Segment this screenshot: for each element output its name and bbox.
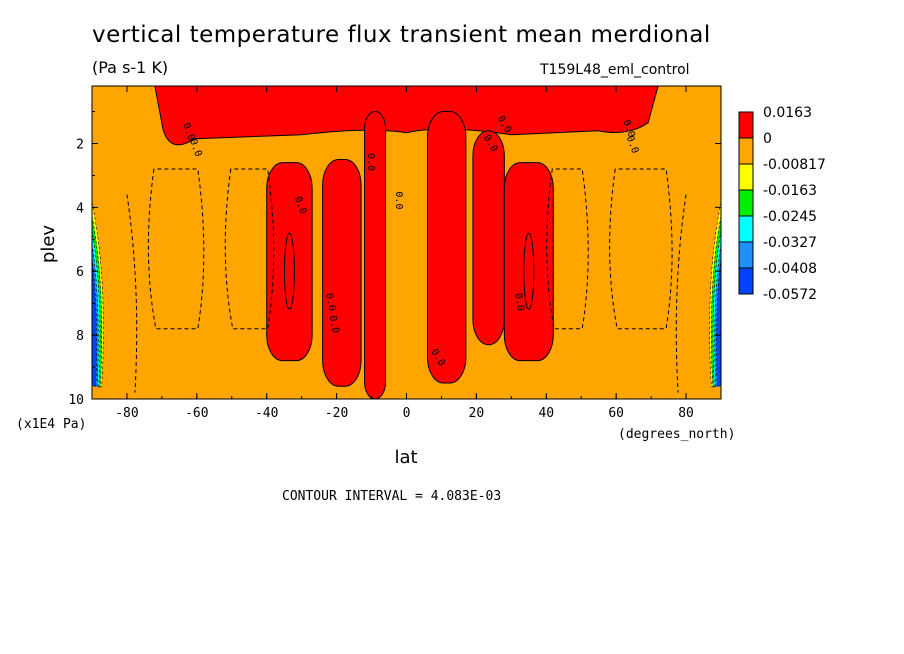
red-region-upper-band bbox=[154, 86, 659, 146]
legend-swatch bbox=[738, 267, 754, 295]
legend-label: -0.0327 bbox=[763, 235, 817, 251]
chart-title: vertical temperature flux transient mean… bbox=[92, 22, 711, 48]
legend-swatch bbox=[738, 137, 754, 165]
red-region-sh-subtropic-1 bbox=[322, 158, 362, 387]
legend-label: -0.0163 bbox=[763, 183, 817, 199]
polar-dashed-contour-1 bbox=[675, 194, 687, 393]
negative-contours-group bbox=[126, 168, 687, 393]
x-tick-label: -80 bbox=[115, 406, 138, 421]
contour-interval-note: CONTOUR INTERVAL = 4.083E-03 bbox=[282, 489, 502, 504]
x-tick-label: 60 bbox=[608, 406, 624, 421]
contour-label: 0.0 bbox=[323, 292, 337, 312]
legend-label: -0.0245 bbox=[763, 209, 817, 225]
x-tick-label: 20 bbox=[469, 406, 485, 421]
x-tick-label: -40 bbox=[255, 406, 278, 421]
legend-label: 0 bbox=[763, 131, 772, 147]
x-tick-label: 40 bbox=[538, 406, 554, 421]
contour-label: 0.0 bbox=[327, 315, 341, 335]
contour-label: 0.0 bbox=[512, 292, 526, 312]
legend-swatch bbox=[738, 241, 754, 269]
dashed-contour-3 bbox=[609, 168, 673, 330]
legend-label: -0.00817 bbox=[763, 157, 826, 173]
legend: 0.0163 0 -0.00817 -0.0163 -0.0245 -0.0327 -0.0… bbox=[738, 105, 826, 303]
x-tick-label: -20 bbox=[325, 406, 348, 421]
contour-fill-group bbox=[92, 86, 721, 399]
polar-dashed-contour-0 bbox=[126, 194, 138, 393]
run-label: T159L48_eml_control bbox=[540, 62, 690, 78]
y-tick-label: 2 bbox=[76, 137, 84, 152]
legend-label: 0.0163 bbox=[763, 105, 812, 121]
dashed-contour-0 bbox=[147, 168, 205, 330]
axes-group: -80 -60 -40 -20 0 20 40 60 80 2 4 6 8 10 bbox=[68, 86, 722, 421]
dashed-contour-2 bbox=[546, 168, 589, 330]
chart-units: (Pa s-1 K) bbox=[92, 58, 169, 77]
legend-label: -0.0408 bbox=[763, 261, 817, 277]
legend-swatch bbox=[738, 111, 754, 139]
red-region-sh-midlat-jet bbox=[266, 162, 313, 362]
legend-swatch bbox=[738, 215, 754, 243]
y-tick-label: 8 bbox=[76, 329, 84, 344]
x-axis-label: lat bbox=[394, 447, 417, 468]
red-region-nh-subtropic bbox=[472, 130, 505, 346]
red-region-nh-midlat-jet bbox=[503, 162, 554, 362]
x-tick-label: 0 bbox=[403, 406, 411, 421]
red-region-nh-tropic bbox=[426, 111, 467, 384]
y-tick-label: 4 bbox=[76, 201, 84, 216]
dashed-contour-1 bbox=[224, 168, 275, 330]
polar-band-nh-polar-4 bbox=[716, 258, 721, 388]
inner-contour-sh-midlat-jet bbox=[283, 232, 295, 310]
x-tick-label: -60 bbox=[185, 406, 208, 421]
legend-label: -0.0572 bbox=[763, 287, 817, 303]
x-axis-units: (degrees_north) bbox=[618, 427, 735, 442]
legend-swatch bbox=[738, 163, 754, 191]
contour-label: 0.0 bbox=[365, 153, 376, 171]
inner-contour-nh-midlat-jet bbox=[523, 232, 535, 310]
x-tick-label: 80 bbox=[678, 406, 694, 421]
y-tick-label: 10 bbox=[68, 393, 84, 408]
polar-band-sh-polar-4 bbox=[92, 258, 97, 388]
y-axis-units: (x1E4 Pa) bbox=[16, 417, 86, 432]
contour-label: 0.0 bbox=[393, 191, 404, 209]
y-axis-label: plev bbox=[38, 225, 59, 264]
y-tick-label: 6 bbox=[76, 265, 84, 280]
legend-swatch bbox=[738, 189, 754, 217]
